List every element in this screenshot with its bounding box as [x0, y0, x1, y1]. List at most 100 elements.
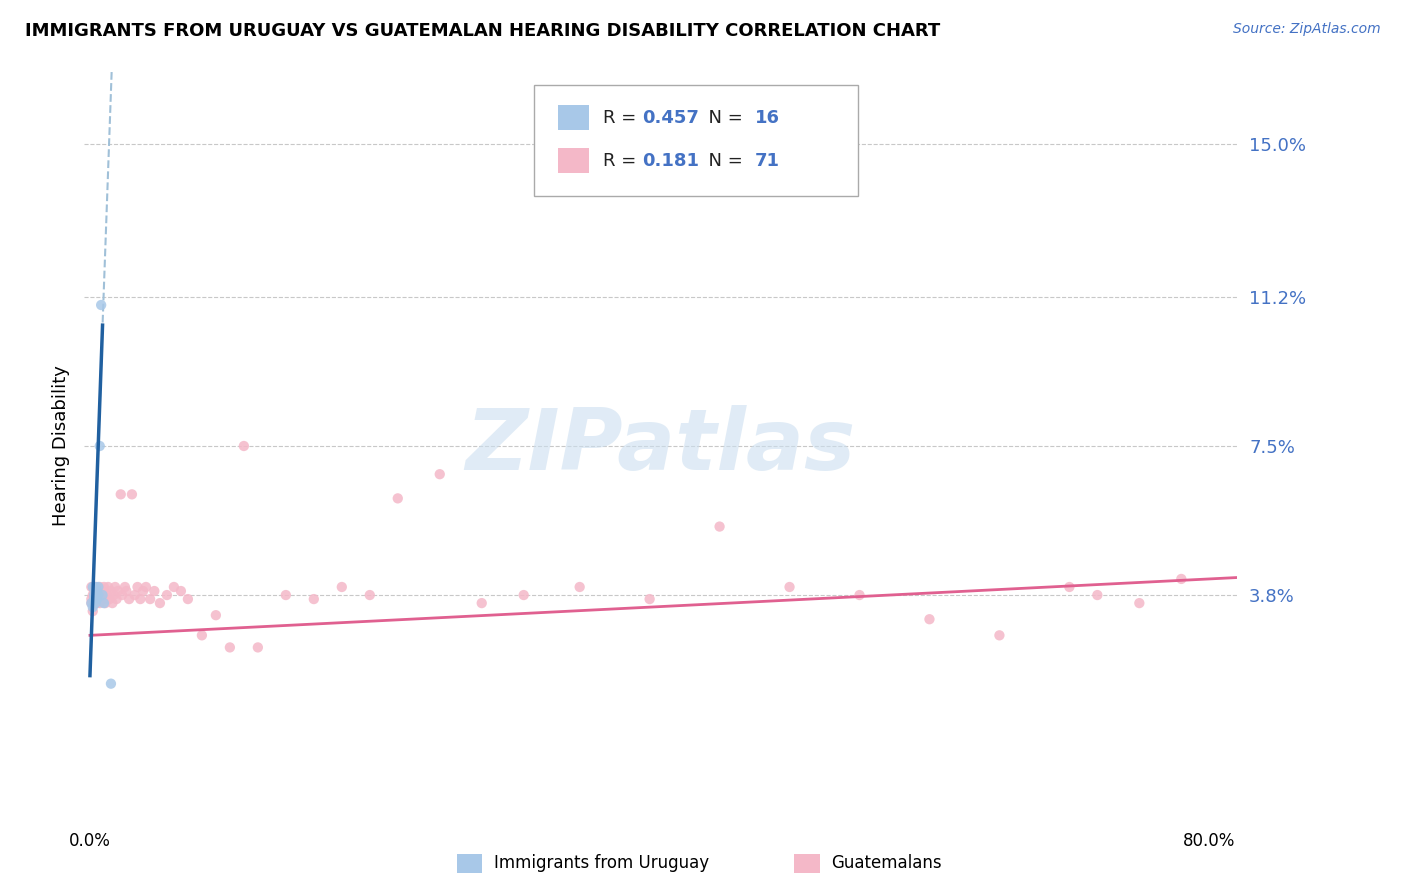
Point — [1128, 596, 1150, 610]
Point — [638, 592, 661, 607]
Point — [84, 580, 107, 594]
Point — [118, 592, 141, 607]
Point — [232, 439, 254, 453]
Point — [163, 580, 186, 594]
Point — [105, 592, 128, 607]
Point — [101, 596, 124, 610]
Text: R =: R = — [603, 109, 643, 127]
Text: 71: 71 — [755, 152, 780, 169]
Text: IMMIGRANTS FROM URUGUAY VS GUATEMALAN HEARING DISABILITY CORRELATION CHART: IMMIGRANTS FROM URUGUAY VS GUATEMALAN HE… — [25, 22, 941, 40]
Point — [111, 588, 134, 602]
Point — [89, 580, 111, 594]
Point — [779, 580, 801, 594]
Text: Guatemalans: Guatemalans — [831, 855, 942, 872]
Text: Immigrants from Uruguay: Immigrants from Uruguay — [494, 855, 709, 872]
Point — [93, 580, 115, 594]
Point — [218, 640, 240, 655]
Point — [86, 592, 108, 607]
Point — [156, 588, 179, 602]
Point — [127, 580, 149, 594]
Point — [83, 584, 105, 599]
Point — [86, 588, 108, 602]
Point — [471, 596, 494, 610]
Point — [129, 592, 152, 607]
Point — [170, 584, 193, 599]
Point — [84, 592, 107, 607]
Point — [568, 580, 591, 594]
Point — [1085, 588, 1108, 602]
Point — [89, 596, 111, 610]
Point — [87, 584, 110, 599]
Point — [80, 596, 103, 610]
Text: 0.181: 0.181 — [643, 152, 700, 169]
Point — [87, 580, 110, 594]
Point — [86, 584, 108, 599]
Point — [83, 588, 105, 602]
Point — [84, 580, 107, 594]
Point — [93, 596, 115, 610]
Point — [149, 596, 172, 610]
Point — [302, 592, 325, 607]
Point — [86, 596, 108, 610]
Point — [429, 467, 451, 482]
Point — [83, 596, 105, 610]
Point — [98, 592, 121, 607]
Text: ZIPatlas: ZIPatlas — [465, 404, 856, 488]
Point — [709, 519, 731, 533]
Point — [114, 580, 136, 594]
Point — [80, 580, 103, 594]
Point — [89, 439, 111, 453]
Point — [246, 640, 269, 655]
Point — [91, 584, 114, 599]
Point — [94, 596, 117, 610]
Text: Source: ZipAtlas.com: Source: ZipAtlas.com — [1233, 22, 1381, 37]
Point — [205, 608, 228, 623]
Point — [82, 604, 104, 618]
Text: 16: 16 — [755, 109, 780, 127]
Point — [100, 584, 122, 599]
Point — [359, 588, 381, 602]
Point — [387, 491, 409, 506]
Text: R =: R = — [603, 152, 643, 169]
Point — [143, 584, 166, 599]
Point — [97, 580, 120, 594]
Point — [274, 588, 297, 602]
Point — [87, 588, 110, 602]
Point — [132, 584, 155, 599]
Point — [848, 588, 870, 602]
Point — [100, 676, 122, 690]
Point — [1059, 580, 1081, 594]
Text: N =: N = — [697, 109, 749, 127]
Point — [91, 588, 114, 602]
Point — [82, 600, 104, 615]
Point — [139, 592, 162, 607]
Point — [82, 580, 104, 594]
Text: N =: N = — [697, 152, 749, 169]
Point — [107, 584, 129, 599]
Point — [96, 588, 118, 602]
Point — [121, 487, 143, 501]
Point — [103, 588, 125, 602]
Point — [512, 588, 534, 602]
Point — [1170, 572, 1192, 586]
Point — [988, 628, 1011, 642]
Point — [84, 596, 107, 610]
Point — [110, 487, 132, 501]
Point — [90, 298, 112, 312]
Point — [82, 588, 104, 602]
Point — [80, 592, 103, 607]
Point — [87, 592, 110, 607]
Point — [330, 580, 353, 594]
Point — [104, 580, 127, 594]
Point — [124, 588, 146, 602]
Text: 0.457: 0.457 — [643, 109, 699, 127]
Point — [90, 588, 112, 602]
Point — [191, 628, 214, 642]
Point — [83, 592, 105, 607]
Point — [115, 584, 138, 599]
Point — [177, 592, 200, 607]
Point — [135, 580, 157, 594]
Y-axis label: Hearing Disability: Hearing Disability — [52, 366, 70, 526]
Point — [93, 592, 115, 607]
Point — [80, 596, 103, 610]
